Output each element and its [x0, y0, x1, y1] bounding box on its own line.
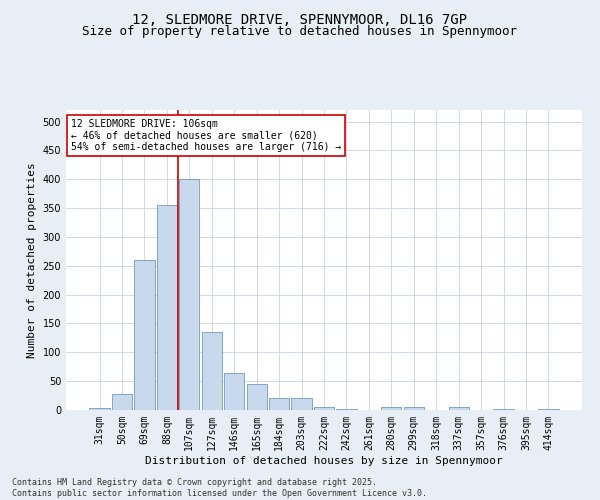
- Text: 12 SLEDMORE DRIVE: 106sqm
← 46% of detached houses are smaller (620)
54% of semi: 12 SLEDMORE DRIVE: 106sqm ← 46% of detac…: [71, 119, 341, 152]
- Bar: [449, 407, 469, 410]
- X-axis label: Distribution of detached houses by size in Spennymoor: Distribution of detached houses by size …: [145, 456, 503, 466]
- Text: Contains HM Land Registry data © Crown copyright and database right 2025.
Contai: Contains HM Land Registry data © Crown c…: [12, 478, 427, 498]
- Bar: [269, 398, 289, 410]
- Bar: [224, 372, 244, 410]
- Bar: [538, 409, 559, 410]
- Text: Size of property relative to detached houses in Spennymoor: Size of property relative to detached ho…: [83, 25, 517, 38]
- Bar: [337, 409, 356, 410]
- Bar: [292, 398, 311, 410]
- Text: 12, SLEDMORE DRIVE, SPENNYMOOR, DL16 7GP: 12, SLEDMORE DRIVE, SPENNYMOOR, DL16 7GP: [133, 12, 467, 26]
- Bar: [247, 384, 267, 410]
- Bar: [202, 332, 222, 410]
- Bar: [314, 407, 334, 410]
- Bar: [134, 260, 155, 410]
- Bar: [179, 179, 199, 410]
- Bar: [404, 407, 424, 410]
- Bar: [157, 205, 177, 410]
- Bar: [89, 408, 110, 410]
- Y-axis label: Number of detached properties: Number of detached properties: [27, 162, 37, 358]
- Bar: [493, 409, 514, 410]
- Bar: [381, 407, 401, 410]
- Bar: [112, 394, 132, 410]
